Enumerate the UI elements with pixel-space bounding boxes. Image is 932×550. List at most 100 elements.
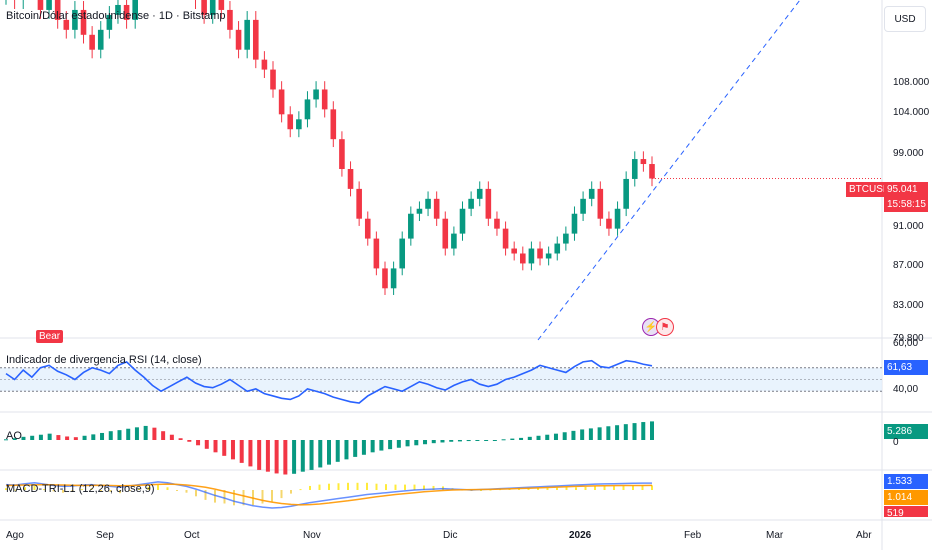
macd-hist-bar (233, 490, 235, 506)
price-axis-label: 91.000 (893, 221, 924, 232)
candle-body (313, 89, 319, 100)
date-axis-label: Dic (443, 530, 458, 541)
candle-body (606, 218, 612, 229)
ao-value-tag: 5.286 (884, 424, 928, 439)
price-axis-label: 83.000 (893, 300, 924, 311)
candle-body (364, 218, 371, 239)
candle-body (571, 213, 578, 234)
ao-bar (475, 440, 480, 441)
ao-bar (632, 423, 637, 440)
macd-hist-bar (575, 487, 577, 490)
ao-bar (353, 440, 358, 457)
macd-hist-bar (119, 490, 121, 494)
macd-hist-bar (204, 490, 207, 500)
macd-value-tag: 1.533 (884, 474, 928, 489)
candle-body (468, 198, 474, 209)
macd-hist-bar (43, 489, 45, 491)
ao-bar (588, 428, 593, 440)
macd-hist-bar (641, 485, 644, 490)
ao-bar (466, 440, 471, 442)
candle-body (235, 29, 242, 50)
macd-hist-bar (100, 490, 102, 491)
ao-bar (30, 435, 35, 440)
candle-body (218, 0, 225, 10)
ao-bar (457, 440, 462, 442)
macd-hist-bar (33, 485, 36, 490)
ao-bar (414, 440, 419, 446)
candle-body (347, 169, 354, 189)
macd-hist-bar (394, 484, 397, 490)
macd-hist-bar (71, 490, 74, 492)
ao-bar (641, 422, 646, 440)
ao-bar (545, 434, 550, 440)
macd-hist-bar (147, 486, 150, 490)
ao-bar (152, 427, 157, 440)
ao-bar (553, 433, 558, 440)
currency-button[interactable]: USD (884, 6, 926, 32)
macd-hist-bar (214, 490, 216, 503)
us-flag-event-icon[interactable]: ⚑ (656, 318, 674, 336)
candle-body (201, 0, 207, 15)
ao-bar (519, 437, 524, 440)
candle-body (433, 198, 440, 219)
ao-bar (161, 431, 166, 440)
candle-body (54, 0, 61, 20)
candle-body (511, 248, 517, 254)
candle-body (304, 99, 311, 120)
trend-line (537, 0, 801, 341)
candle-body (408, 213, 414, 239)
candle-body (537, 248, 543, 259)
ao-bar (187, 440, 192, 442)
macd-hist-bar (223, 490, 226, 504)
ao-bar (38, 434, 43, 440)
ao-bar (379, 440, 384, 451)
ao-bar (309, 440, 314, 470)
ao-bar (283, 440, 288, 475)
candle-body (330, 109, 337, 140)
macd-hist-bar (622, 485, 625, 490)
candle-body (554, 243, 561, 254)
ao-bar (580, 429, 585, 440)
candle-body (339, 139, 345, 169)
ao-bar (292, 440, 297, 474)
countdown-tag: 15:58:15 (884, 197, 928, 212)
chart-title: Bitcoin/Dólar estadounidense · 1D · Bits… (6, 10, 226, 22)
candle-body (209, 0, 216, 15)
macd-hist-bar (546, 487, 549, 490)
candle-body (451, 233, 457, 249)
candle-body (80, 9, 87, 35)
candle-body (399, 238, 406, 269)
date-axis-label: 2026 (569, 530, 592, 541)
macd-hist-bar (632, 485, 634, 490)
rsi-label[interactable]: Indicador de divergencia RSI (14, close) (6, 354, 202, 366)
macd-label[interactable]: MACD-TRI-L1 (12,26, close,9) (6, 483, 155, 495)
date-axis-label: Nov (303, 530, 321, 541)
candle-body (106, 14, 113, 30)
ao-bar (108, 431, 113, 440)
date-axis-label: Feb (684, 530, 702, 541)
candle-body (270, 69, 276, 90)
candle-body (63, 19, 70, 30)
candle-body (623, 178, 629, 209)
ao-bar (21, 436, 26, 440)
candle-body (528, 248, 535, 264)
macd-hist-bar (157, 485, 159, 490)
ao-bar (82, 435, 87, 440)
hist-value-tag: 519 (884, 506, 928, 517)
candle-body (278, 89, 285, 115)
candle-body (502, 228, 509, 249)
candle-body (545, 253, 552, 259)
ao-bar (536, 435, 541, 440)
candle-body (244, 19, 250, 50)
candle-body (132, 0, 138, 20)
macd-hist-bar (309, 485, 311, 490)
ao-bar (344, 440, 349, 460)
macd-hist-bar (5, 488, 7, 490)
ao-bar (318, 440, 323, 468)
ao-bar (300, 440, 305, 472)
ao-label[interactable]: AO (6, 430, 22, 442)
ao-bar (396, 440, 401, 448)
macd-hist-bar (356, 482, 359, 490)
macd-hist-bar (527, 488, 530, 490)
